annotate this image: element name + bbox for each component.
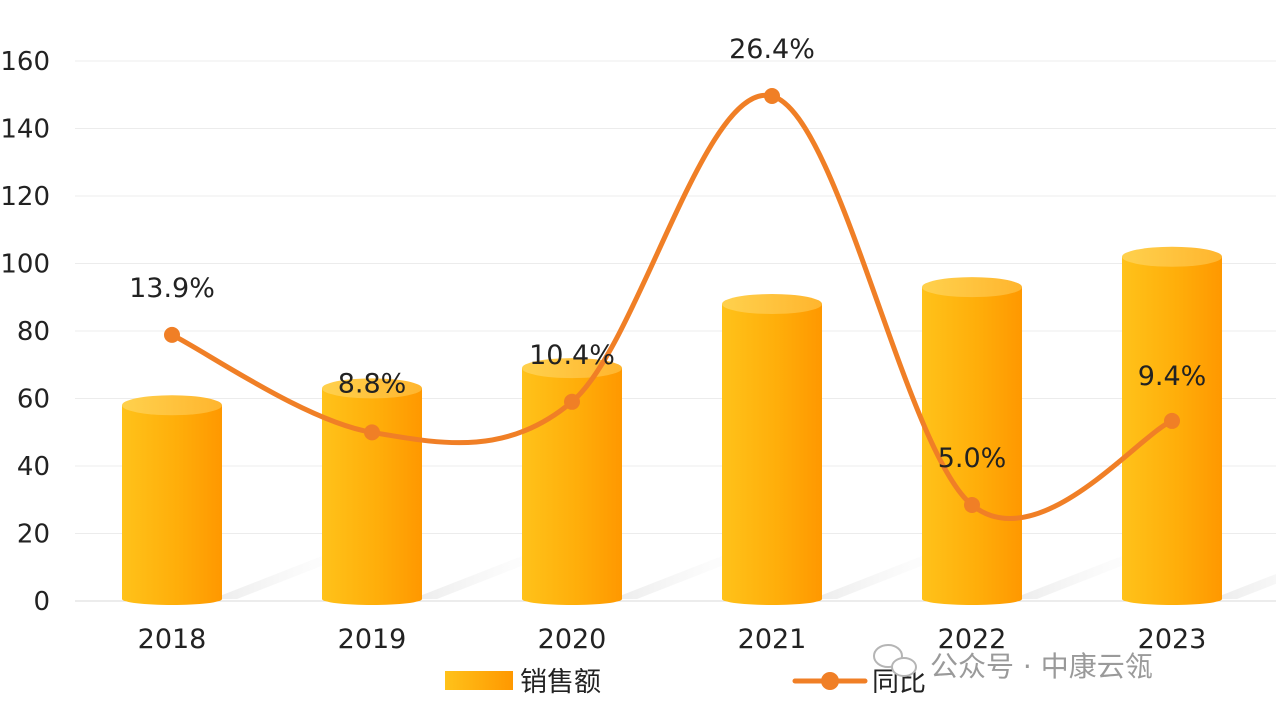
axes: 0 20 40 60 80 100 120 140 160 2018 2019 2020 2021 202… <box>0 47 1206 655</box>
bar <box>322 378 422 605</box>
x-tick-label: 2023 <box>1138 624 1207 655</box>
bar-body <box>1122 256 1222 605</box>
bar-top <box>922 277 1022 298</box>
bar <box>122 395 222 605</box>
x-tick-label: 2019 <box>338 624 407 655</box>
yoy-point <box>964 497 980 513</box>
bar-body <box>722 304 822 605</box>
bar <box>722 294 822 605</box>
y-tick-label: 100 <box>0 250 50 280</box>
yoy-data-label: 8.8% <box>338 368 407 399</box>
bar-body <box>522 368 622 605</box>
y-tick-label: 20 <box>17 520 50 550</box>
yoy-data-label: 9.4% <box>1138 361 1207 392</box>
y-tick-label: 40 <box>17 452 50 482</box>
y-tick-label: 140 <box>0 115 50 145</box>
bar-top <box>1122 246 1222 267</box>
x-tick-label: 2020 <box>538 624 607 655</box>
bar <box>1122 246 1222 605</box>
bar-top <box>122 395 222 416</box>
bar-shadows <box>212 556 1276 599</box>
wechat-icon-bubble <box>873 644 903 668</box>
bar-top <box>722 294 822 314</box>
legend-swatch-bar <box>445 671 513 690</box>
y-tick-label: 80 <box>17 317 50 347</box>
x-tick-label: 2018 <box>138 624 207 655</box>
legend-marker-line <box>821 672 839 690</box>
yoy-point <box>1164 412 1180 429</box>
yoy-point <box>764 88 780 104</box>
y-tick-label: 120 <box>0 182 50 212</box>
y-tick-label: 60 <box>17 385 50 415</box>
bar-shadow <box>812 556 947 599</box>
yoy-data-label: 26.4% <box>729 34 815 65</box>
yoy-data-label: 10.4% <box>529 340 615 371</box>
bars <box>122 246 1222 605</box>
legend-label-bar: 销售额 <box>520 667 601 698</box>
wechat-icon-bubble <box>891 657 917 677</box>
x-tick-label: 2022 <box>938 624 1007 655</box>
bar-shadow <box>1212 573 1276 599</box>
bar-shadow <box>612 556 747 599</box>
gridlines <box>75 60 1276 602</box>
yoy-data-label: 13.9% <box>129 273 215 304</box>
yoy-point <box>164 326 180 343</box>
x-tick-label: 2021 <box>738 624 807 655</box>
bar-shadow <box>412 556 547 599</box>
bar-body <box>322 388 422 605</box>
bar-body <box>122 405 222 605</box>
watermark-text: 公众号 · 中康云瓴 <box>930 650 1153 683</box>
bar <box>922 277 1022 605</box>
legend: 销售额 同比 <box>445 667 926 698</box>
yoy-point <box>364 424 380 441</box>
yoy-data-label: 5.0% <box>938 443 1007 474</box>
bar-top <box>322 378 422 399</box>
yoy-line <box>164 88 1180 522</box>
y-tick-label: 160 <box>0 47 50 77</box>
watermark: 公众号 · 中康云瓴 <box>873 644 1153 683</box>
y-tick-label: 0 <box>33 587 50 617</box>
bar-body <box>922 287 1022 605</box>
wechat-icon <box>873 644 917 677</box>
bar-shadow <box>1012 556 1147 599</box>
bar-shadow <box>212 556 347 599</box>
data-labels: 13.9% 8.8% 10.4% 26.4% 5.0% 9.4% <box>129 34 1206 474</box>
yoy-point <box>564 393 580 410</box>
